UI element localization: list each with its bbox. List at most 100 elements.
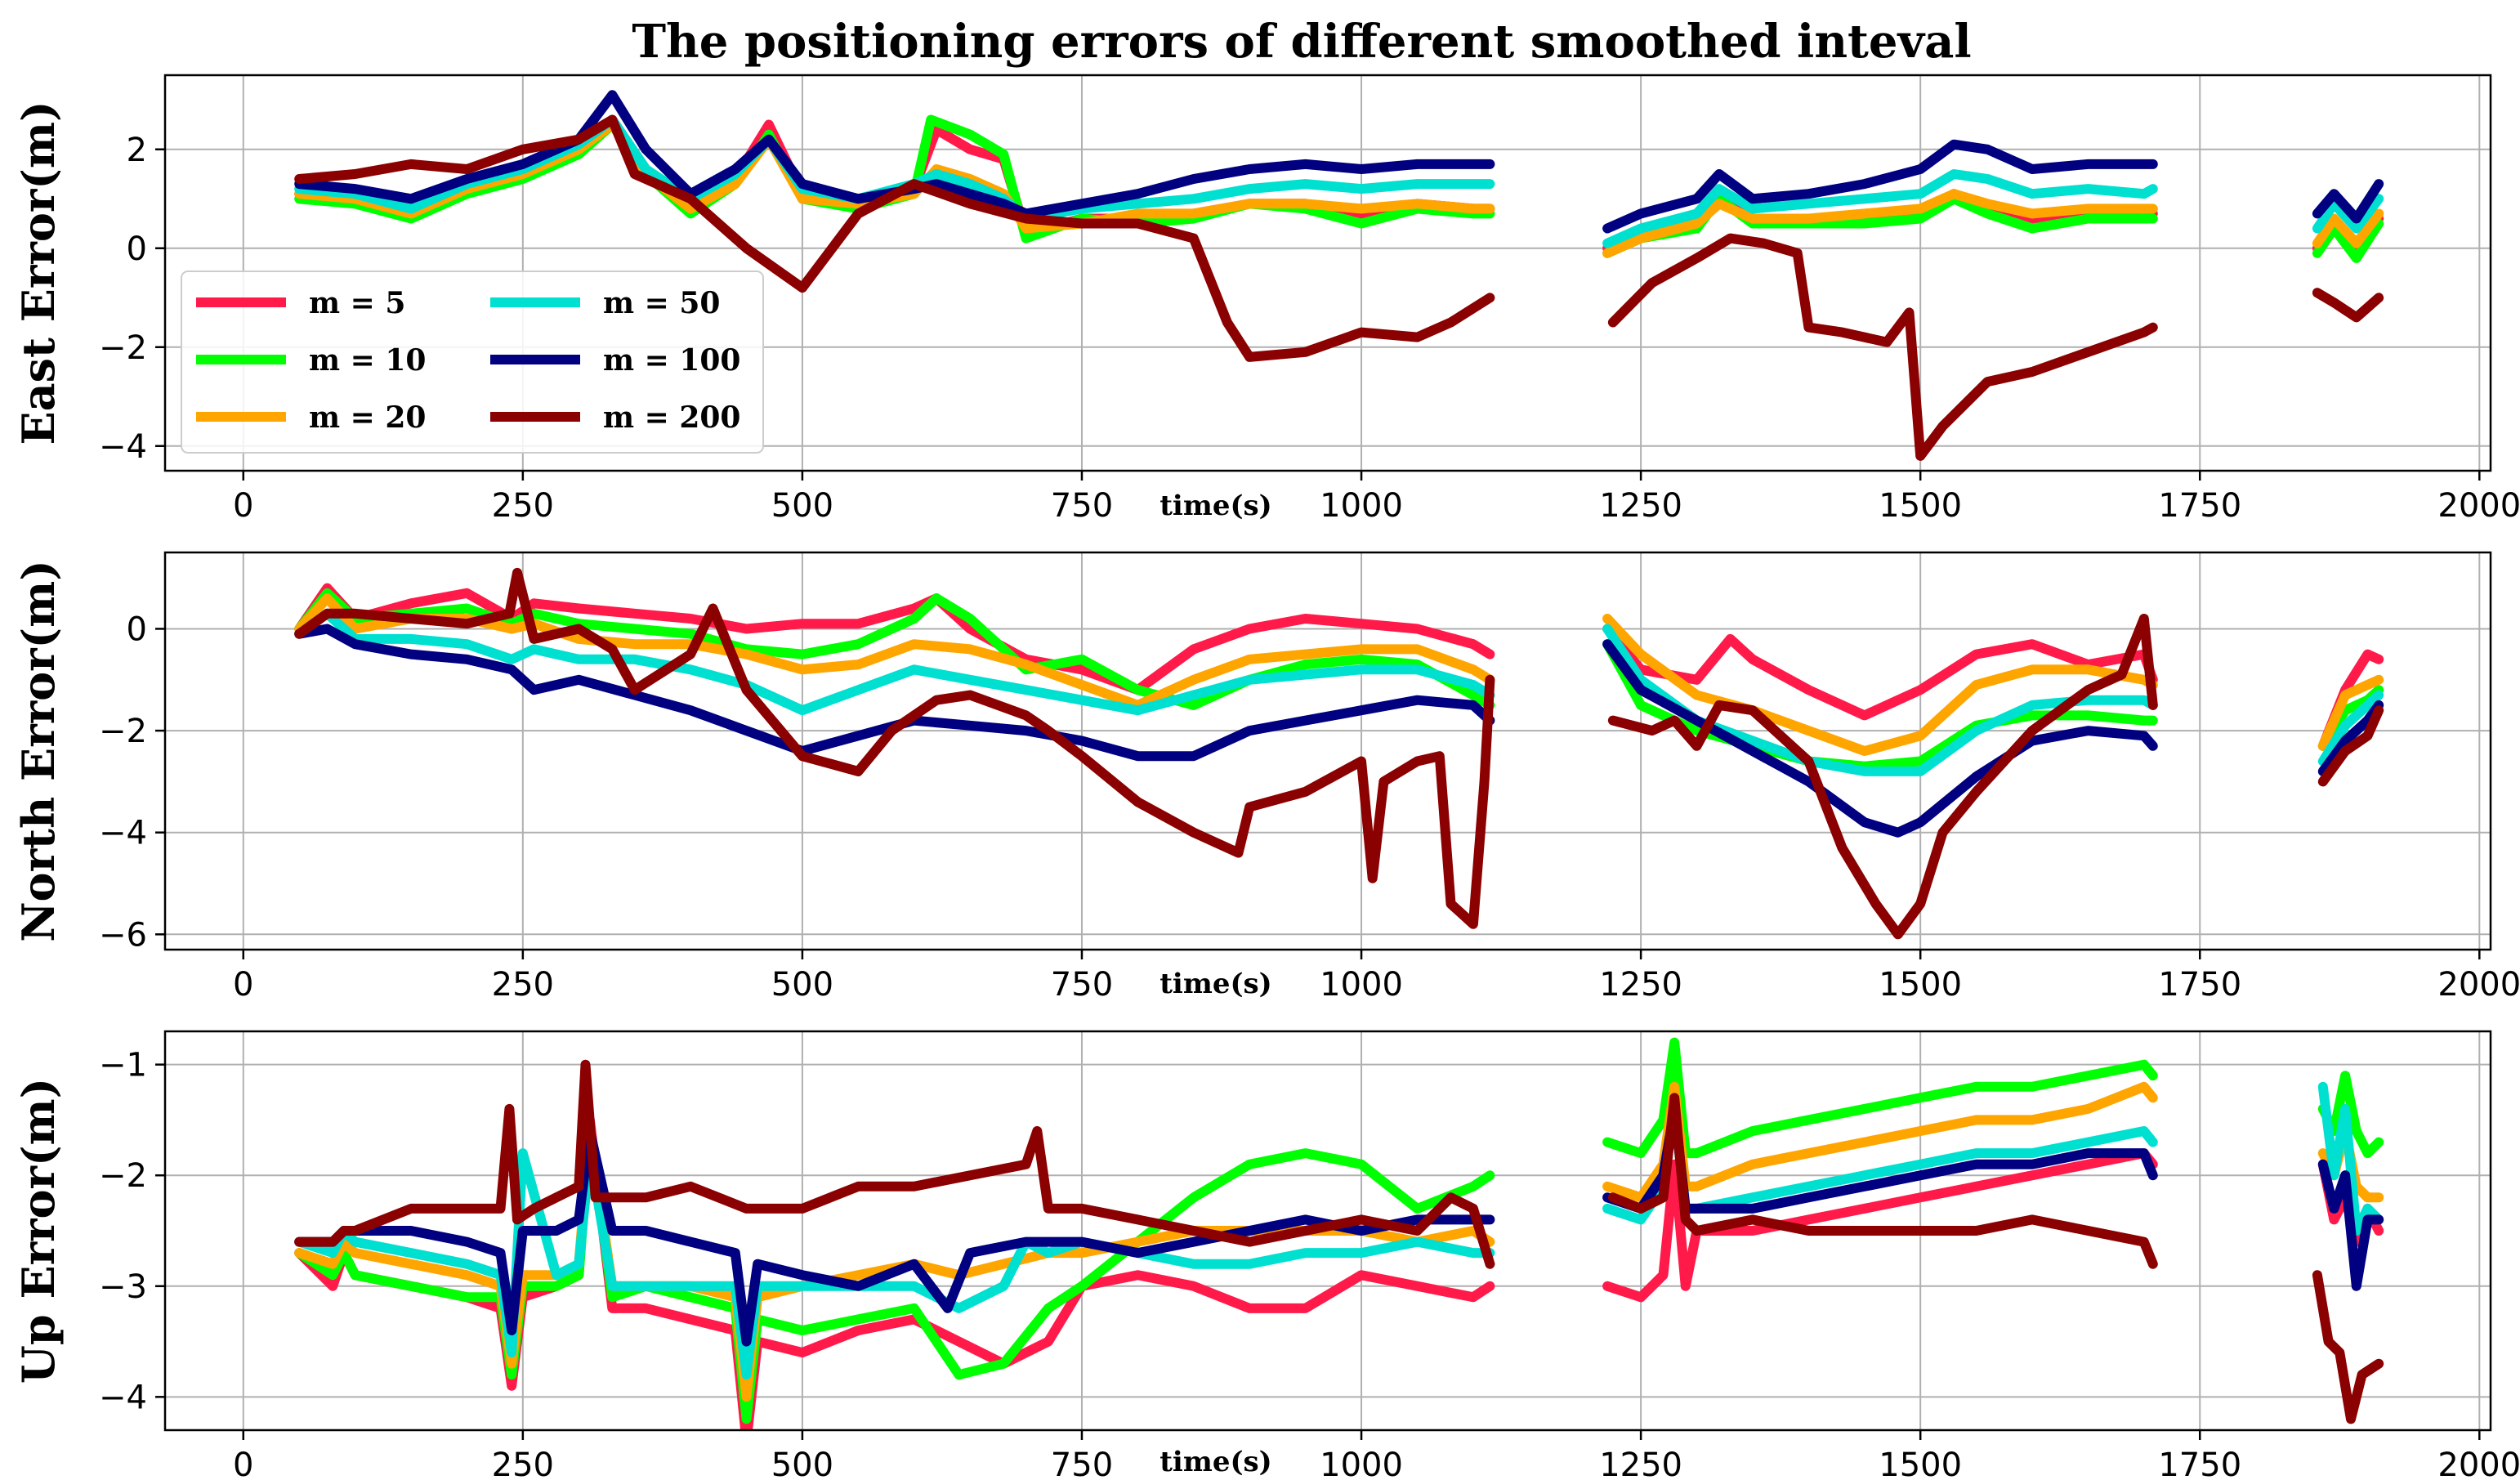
legend-label: m = 10 [309, 343, 426, 378]
north-x-tick-label: 500 [771, 966, 833, 1004]
east-x-tick-label: 1000 [1320, 487, 1403, 525]
north-x-tick-label: 1500 [1879, 966, 1962, 1004]
east-series-line [2312, 218, 2384, 263]
east-y-tick-label: −4 [99, 428, 147, 466]
north-series-line [2317, 705, 2384, 787]
up-series-line [1602, 1037, 2158, 1159]
legend-box [181, 271, 764, 454]
legend-item: m = 20 [196, 400, 426, 435]
east-panel: 0 250 500 750 1000 1250 1500 1750 2000 −4 −2 0 2 East… [12, 74, 2520, 525]
north-x-ticks: 0 250 500 750 1000 1250 1500 1750 2000 [233, 950, 2520, 1004]
east-x-tick-label: 1250 [1599, 487, 1682, 525]
east-frame [163, 74, 2492, 472]
north-series-line [1607, 614, 2158, 940]
legend-item: m = 5 [196, 286, 405, 320]
up-x-tick-label: 2000 [2437, 1446, 2520, 1480]
north-series-line [294, 608, 1495, 716]
east-y-tick-label: 2 [127, 132, 147, 169]
east-y-tick-label: 0 [127, 230, 147, 268]
east-series-line [1602, 189, 2158, 258]
north-x-tick-label: 1250 [1599, 966, 1682, 1004]
north-series-line [294, 567, 1495, 929]
east-x-tick-label: 1750 [2158, 487, 2241, 525]
up-x-axis-label: time(s) [1159, 1446, 1272, 1478]
up-series-line [2317, 1159, 2384, 1291]
up-x-tick-label: 1750 [2158, 1446, 2241, 1480]
east-y-axis-label: East Error(m) [12, 101, 65, 445]
north-x-tick-label: 2000 [2437, 966, 2520, 1004]
north-series-line [2317, 690, 2384, 767]
north-x-tick-label: 0 [233, 966, 253, 1004]
east-x-axis-label: time(s) [1159, 490, 1272, 522]
north-x-tick-label: 250 [492, 966, 554, 1004]
east-series-line [2312, 288, 2384, 323]
panels-container: 0 250 500 750 1000 1250 1500 1750 2000 −4 −2 0 2 East… [12, 74, 2520, 1480]
legend-item: m = 200 [490, 400, 740, 435]
legend-item: m = 100 [490, 343, 740, 378]
north-x-axis-label: time(s) [1159, 968, 1272, 1000]
up-y-tick-label: −2 [99, 1157, 147, 1195]
up-series-line [1602, 1148, 2158, 1303]
east-series-line [2312, 208, 2384, 248]
north-x-tick-label: 1000 [1320, 966, 1403, 1004]
north-series-line [294, 593, 1495, 710]
up-y-tick-label: −4 [99, 1379, 147, 1416]
up-series-line [1607, 1093, 2158, 1269]
north-series-line [294, 583, 1495, 695]
up-x-tick-label: 1500 [1879, 1446, 1962, 1480]
up-y-ticks: −4 −3 −2 −1 [99, 1047, 165, 1416]
up-y-tick-label: −3 [99, 1268, 147, 1306]
legend-label: m = 20 [309, 400, 426, 435]
north-y-axis-label: North Error(m) [12, 560, 65, 942]
north-series [294, 567, 2384, 940]
up-frame [163, 1030, 2492, 1432]
up-series [294, 1037, 2384, 1430]
up-x-tick-label: 500 [771, 1446, 833, 1480]
legend-label: m = 5 [309, 286, 405, 320]
up-x-tick-label: 250 [492, 1446, 554, 1480]
north-x-tick-label: 750 [1051, 966, 1113, 1004]
east-x-tick-label: 1500 [1879, 487, 1962, 525]
east-series-line [2312, 194, 2384, 234]
east-x-tick-label: 250 [492, 487, 554, 525]
up-series-line [294, 1059, 1495, 1269]
up-series-line [1602, 1103, 2158, 1214]
east-series-line [294, 114, 1495, 362]
north-series-line [1602, 614, 2158, 756]
north-series-line [1602, 639, 2158, 838]
east-series-line [2312, 179, 2384, 224]
up-series-line [294, 1126, 1495, 1424]
figure-title: The positioning errors of different smoo… [632, 15, 1971, 69]
legend-label: m = 200 [603, 400, 740, 435]
east-series [294, 90, 2384, 461]
up-x-ticks: 0 250 500 750 1000 1250 1500 1750 2000 [233, 1430, 2520, 1480]
north-series-line [1602, 624, 2158, 721]
up-x-tick-label: 1250 [1599, 1446, 1682, 1480]
north-series-line [294, 624, 1495, 762]
north-y-ticks: −6 −4 −2 0 [99, 610, 165, 954]
east-series-line [1602, 139, 2158, 234]
north-series-line [1602, 639, 2158, 771]
east-x-tick-label: 500 [771, 487, 833, 525]
up-x-tick-label: 0 [233, 1446, 253, 1480]
east-y-tick-label: −2 [99, 329, 147, 367]
legend-item: m = 50 [490, 286, 720, 320]
east-x-tick-label: 2000 [2437, 487, 2520, 525]
north-series-line [294, 588, 1495, 710]
up-x-tick-label: 1000 [1320, 1446, 1403, 1480]
up-panel: 0 250 500 750 1000 1250 1500 1750 2000 −4 −3 −2 −1 Up… [12, 1030, 2520, 1480]
north-y-tick-label: −6 [99, 916, 147, 954]
up-series-line [2312, 1270, 2384, 1424]
east-series-line [1602, 169, 2158, 248]
legend: m = 5 m = 10 m = 20 m = 50 m = 100 m = 200 [181, 271, 764, 454]
north-y-tick-label: −2 [99, 713, 147, 750]
east-y-ticks: −4 −2 0 2 [99, 132, 165, 466]
up-y-tick-label: −1 [99, 1047, 147, 1084]
east-x-tick-label: 0 [233, 487, 253, 525]
legend-item: m = 10 [196, 343, 426, 378]
legend-label: m = 50 [603, 286, 720, 320]
north-series-line [2317, 674, 2384, 751]
east-x-tick-label: 750 [1051, 487, 1113, 525]
north-x-tick-label: 1750 [2158, 966, 2241, 1004]
up-x-tick-label: 750 [1051, 1446, 1113, 1480]
